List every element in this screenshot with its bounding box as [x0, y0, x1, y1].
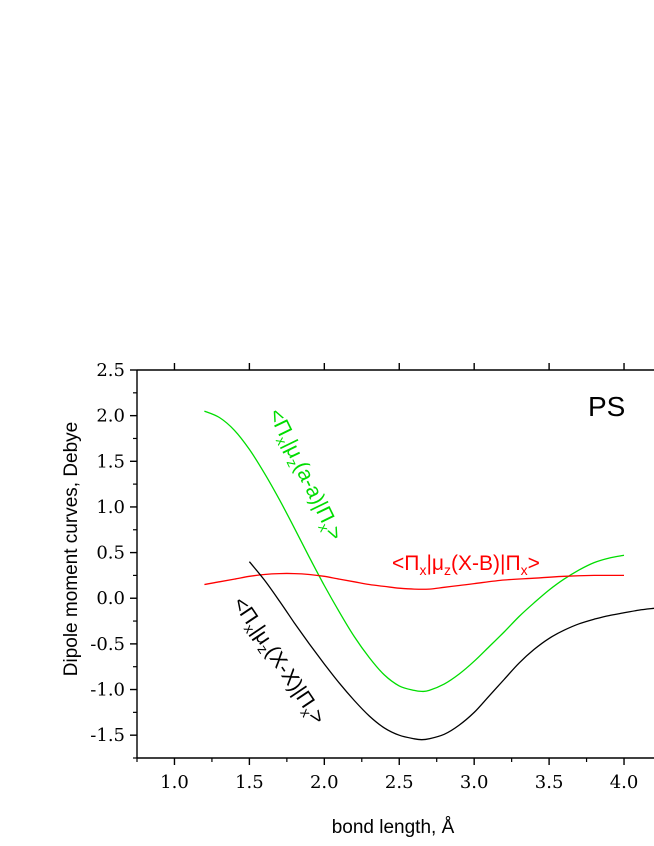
x-tick-label: 1.0 [160, 772, 189, 793]
label-text: <Π [392, 552, 419, 575]
y-axis-title: Dipole moment curves, Debye [61, 422, 82, 677]
label-subscript: z [444, 562, 451, 578]
plot-frame [136, 369, 654, 759]
label-text: <Π [264, 405, 297, 440]
y-tick-label: 1.0 [96, 497, 125, 518]
y-tick-label: 0.0 [96, 588, 125, 609]
x-tick-label: 2.0 [310, 772, 339, 793]
y-tick-label: -1.0 [90, 680, 125, 701]
y-tick-label: 0.5 [96, 543, 125, 564]
green-curve-line [204, 410, 625, 693]
series-label-red: <Πx|μz(X-B)|Πx> [392, 552, 540, 578]
y-axis-ticks: 2.5 2.0 1.5 1.0 0.5 0.0 -0.5 -1.0 -1.5 [90, 360, 137, 759]
label-subscript: x [521, 562, 528, 578]
x-tick-label: 4.0 [610, 772, 639, 793]
black-curve-line [248, 561, 654, 741]
y-tick-label: 2.0 [96, 406, 125, 427]
series-label-black: <Πx|μz(X-X)|Πx> [225, 593, 329, 730]
label-text: (a-a)|Π [289, 458, 338, 526]
x-tick-label: 1.5 [235, 772, 264, 793]
y-tick-label: 2.5 [96, 360, 125, 381]
label-text: (X-X)|Π [261, 642, 319, 713]
label-subscript: x [419, 562, 426, 578]
series-label-green: <Πx|μz(a-a)|Πx> [261, 405, 347, 545]
x-tick-label: 3.0 [460, 772, 489, 793]
x-axis-title: bond length, Å [332, 817, 455, 838]
y-tick-label: -1.5 [90, 725, 125, 746]
label-text: (X-B)|Π [451, 552, 521, 575]
x-axis-ticks: 1.0 1.5 2.0 2.5 3.0 3.5 4.0 [136, 363, 639, 793]
label-text: |μ [426, 552, 444, 575]
label-text: <Π [228, 593, 262, 629]
y-tick-label: 1.5 [96, 451, 125, 472]
series-lines [204, 410, 654, 741]
x-tick-label: 3.5 [535, 772, 564, 793]
y-tick-label: -0.5 [90, 634, 125, 655]
x-tick-label: 2.5 [385, 772, 414, 793]
label-text: > [528, 552, 540, 575]
red-curve-line [204, 572, 625, 590]
panel-label: PS [588, 391, 625, 422]
